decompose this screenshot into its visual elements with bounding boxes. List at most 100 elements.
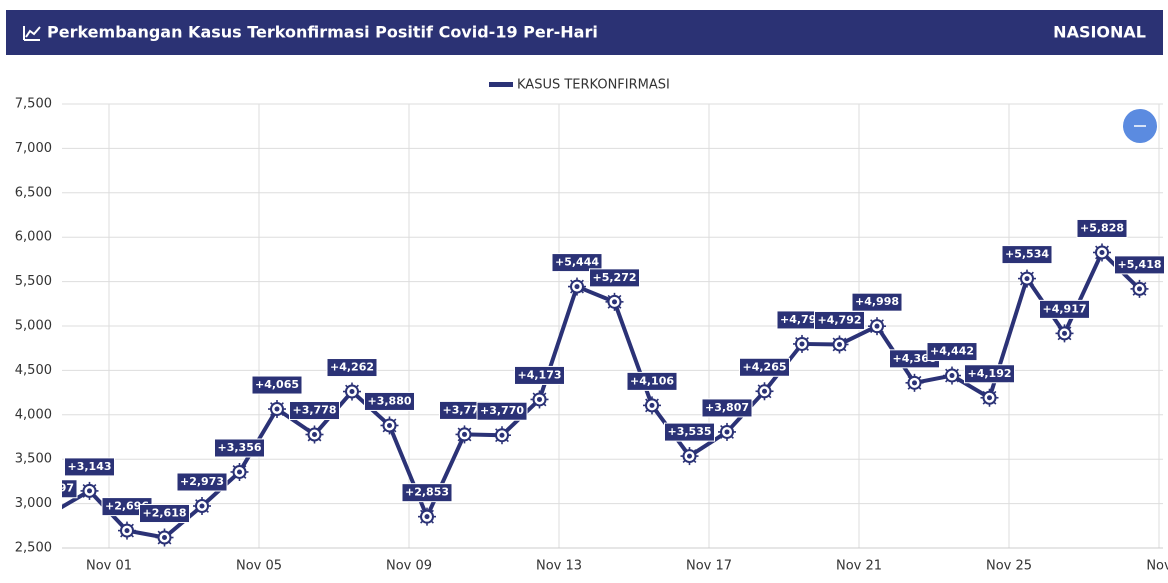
value-label: +4,265 [742, 360, 786, 373]
virus-marker [568, 277, 586, 296]
value-label: +4,360 [892, 352, 936, 365]
value-label-box [401, 483, 453, 503]
marker-core [124, 528, 130, 534]
marker-core [1024, 276, 1030, 282]
marker-core [1137, 286, 1142, 292]
y-tick-label: 3,000 [15, 496, 52, 511]
virus-marker [380, 416, 399, 435]
marker-core [574, 284, 580, 290]
value-label: +4,192 [967, 367, 1011, 380]
y-tick-label: 7,000 [15, 141, 52, 156]
value-label-box [739, 357, 790, 377]
value-label: +4,917 [1042, 302, 1086, 315]
marker-core [649, 402, 655, 408]
virus-marker [80, 481, 99, 500]
marker-core [837, 341, 842, 347]
virus-marker [830, 335, 849, 354]
virus-marker [268, 400, 286, 419]
virus-marker [605, 292, 624, 311]
value-label: +3,807 [705, 401, 749, 414]
marker-spike [52, 513, 58, 519]
value-label: +4,262 [330, 361, 374, 374]
value-label-box [514, 365, 565, 385]
header-region: NASIONAL [1053, 23, 1146, 42]
virus-marker [418, 507, 436, 526]
virus-marker [718, 422, 736, 441]
marker-core [387, 422, 392, 428]
value-label-box [926, 342, 978, 362]
value-label-box [626, 371, 678, 391]
virus-marker [230, 462, 249, 481]
marker-core [874, 323, 880, 329]
virus-marker [868, 317, 886, 336]
value-label-box [214, 438, 265, 458]
value-label: +4,998 [855, 295, 899, 308]
virus-marker [643, 396, 661, 415]
y-tick-label: 3,500 [15, 452, 52, 467]
marker-core [274, 406, 280, 412]
marker-core [312, 432, 317, 438]
marker-core [87, 488, 92, 494]
virus-marker [905, 373, 924, 392]
value-label-box [176, 472, 228, 492]
x-tick-label: Nov [1146, 559, 1168, 574]
value-label: +4,442 [930, 345, 974, 358]
value-label-box [62, 479, 78, 499]
y-tick-label: 5,000 [15, 319, 52, 334]
virus-marker [193, 496, 211, 515]
x-tick-label: Nov 17 [686, 559, 732, 574]
legend-swatch [489, 82, 513, 87]
value-label: +5,444 [555, 256, 599, 269]
header-bar [6, 10, 1163, 55]
value-label-box [701, 398, 753, 418]
series-line [62, 250, 1141, 540]
virus-marker [155, 528, 174, 547]
marker-spike [46, 513, 52, 519]
marker-core [462, 431, 467, 437]
y-tick-label: 7,500 [15, 97, 52, 112]
value-label: +4,065 [255, 378, 299, 391]
value-label-box [364, 391, 415, 411]
virus-marker [118, 521, 136, 540]
value-label: +3,770 [480, 404, 524, 417]
marker-spike [52, 506, 58, 512]
value-label-box [139, 504, 190, 524]
value-label-box [964, 364, 1015, 384]
value-label: +5,272 [592, 271, 636, 284]
value-label-box [326, 358, 378, 378]
y-tick-label: 6,000 [15, 230, 52, 245]
y-tick-label: 4,000 [15, 407, 52, 422]
value-label: +3,356 [217, 441, 261, 454]
marker-core [237, 469, 242, 475]
x-tick-label: Nov 25 [986, 559, 1032, 574]
value-label: +4,792 [817, 313, 861, 326]
marker-core [762, 388, 767, 394]
chart-icon [23, 26, 41, 41]
marker-core [987, 395, 992, 401]
y-tick-label: 2,500 [15, 541, 52, 556]
x-tick-label: Nov 13 [536, 559, 582, 574]
virus-marker [305, 425, 324, 444]
marker-core [162, 535, 167, 541]
marker-core [499, 432, 505, 438]
marker-core [912, 380, 917, 386]
value-label: +3,880 [367, 394, 411, 407]
x-tick-label: Nov 01 [86, 559, 132, 574]
virus-marker [455, 425, 474, 444]
virus-marker [530, 390, 549, 409]
value-label: +3,779 [442, 403, 486, 416]
value-label-box [1114, 255, 1165, 275]
marker-core [799, 341, 805, 347]
marker-core [1099, 249, 1105, 255]
value-label: +4,173 [517, 368, 561, 381]
marker-core [349, 389, 355, 395]
marker-core [424, 514, 430, 520]
marker-core [199, 503, 205, 509]
marker-core [687, 453, 692, 459]
value-label: +2,973 [180, 475, 224, 488]
value-label: +2,618 [142, 507, 186, 520]
marker-core [537, 396, 542, 402]
virus-marker [793, 334, 811, 353]
value-label-box [551, 253, 603, 273]
